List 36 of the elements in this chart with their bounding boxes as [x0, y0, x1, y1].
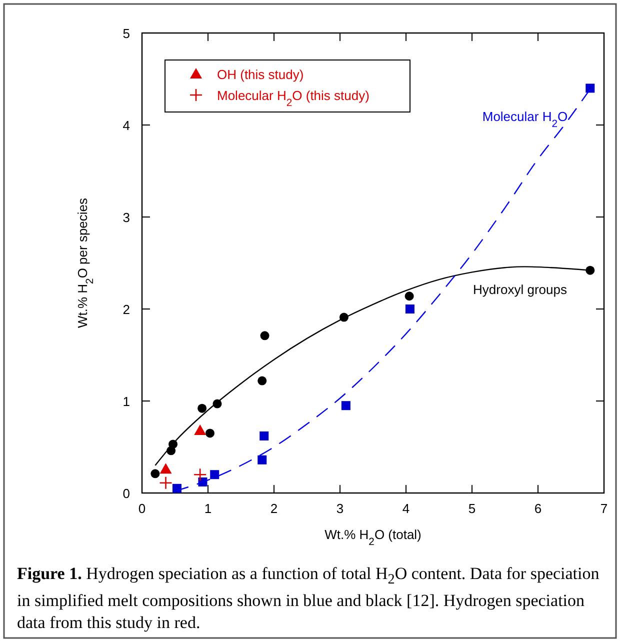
annotation: Molecular H$_{2}$O [482, 109, 568, 130]
x-tick-label: 6 [534, 501, 542, 516]
text: Figure 1. Hydrogen speciation as a function of total H$_{2}$O content. Data for speciation in simplified melt compositions shown in blue and black [12]. Hydrogen speciation data from this study in red. [17, 563, 600, 634]
point [404, 292, 414, 301]
x-tick-label: 1 [204, 501, 212, 516]
y-tick-label: 3 [122, 210, 130, 225]
point [210, 470, 220, 480]
point [258, 455, 267, 464]
x-tick-label: 3 [336, 501, 344, 516]
point [150, 469, 160, 478]
y-tick-label: 1 [122, 394, 130, 409]
point [193, 468, 207, 482]
point [194, 424, 206, 435]
x-tick-label: 4 [402, 501, 410, 516]
point [260, 331, 270, 340]
x-tick-label: 0 [138, 501, 146, 516]
x-tick-label: 2 [270, 501, 278, 516]
x-axis-title: Wt.% H$_{2}$O (total) [324, 527, 422, 548]
legend-label: OH (this study) [217, 67, 304, 82]
y-tick-label: 2 [122, 302, 130, 317]
point [160, 463, 172, 474]
point [258, 376, 267, 386]
point [405, 304, 414, 314]
point [586, 84, 595, 93]
y-tick-label: 5 [122, 26, 130, 41]
point [159, 476, 172, 490]
x-tick-label: 7 [600, 501, 608, 516]
x-tick-label: 5 [468, 501, 476, 516]
point [198, 404, 207, 413]
annotation: Hydroxyl groups [473, 282, 568, 297]
legend-label: Molecular H$_{2}$O (this study) [217, 88, 370, 108]
point [341, 401, 350, 410]
point [260, 431, 269, 440]
y-tick-label: 0 [122, 486, 130, 501]
point [205, 428, 214, 438]
y-tick-label: 4 [122, 118, 130, 133]
